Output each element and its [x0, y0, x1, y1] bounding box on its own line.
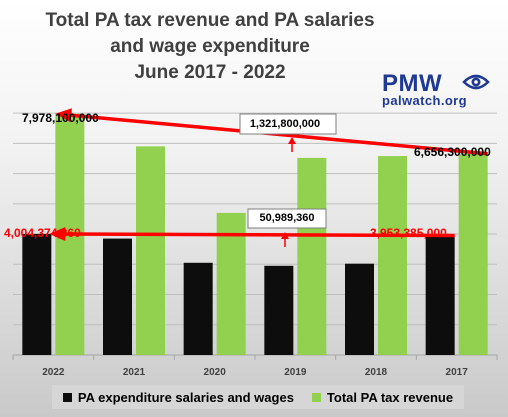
arrow-shaft — [65, 232, 455, 238]
chart-title: Total PA tax revenue and PA salaries and… — [40, 8, 380, 86]
annotation-label: 3,953,385,000 — [370, 226, 447, 240]
x-tick-label: 2017 — [446, 367, 469, 378]
arrow-salaries — [49, 226, 455, 241]
annotation: 4,004,374,360 — [4, 226, 81, 240]
legend: PA expenditure salaries and wages Total … — [52, 385, 464, 409]
eye-icon — [462, 71, 490, 98]
annotation: 1,321,800,000 — [239, 113, 337, 135]
logo-text: PMW — [382, 70, 443, 97]
annotation-label: 50,989,360 — [259, 212, 314, 224]
legend-label-salaries: PA expenditure salaries and wages — [77, 389, 294, 405]
title-line-2: and wage expenditure — [110, 36, 310, 57]
legend-item-salaries: PA expenditure salaries and wages — [62, 389, 294, 405]
bar-tax-revenue — [297, 157, 327, 355]
annotation-label: 1,321,800,000 — [250, 118, 320, 130]
annotation: 7,978,100,000 — [22, 111, 99, 125]
annotation-label: 6,656,300,000 — [414, 145, 491, 159]
logo-url: palwatch.org — [382, 93, 467, 108]
legend-label-revenue: Total PA tax revenue — [326, 389, 454, 405]
x-tick-label: 2021 — [123, 367, 146, 378]
annotation: 3,953,385,000 — [370, 226, 447, 240]
bar-salaries — [264, 265, 294, 355]
bar-tax-revenue — [216, 212, 246, 355]
annotation: 50,989,360 — [247, 208, 327, 229]
pointer-salary-diff — [281, 232, 289, 247]
legend-swatch-revenue — [311, 392, 321, 402]
legend-swatch-salaries — [62, 392, 72, 402]
bar-salaries — [425, 235, 455, 355]
bar-salaries — [22, 233, 52, 355]
arrow-head — [49, 226, 66, 241]
bar-tax-revenue — [136, 146, 165, 355]
x-tick-labels: 2022 2021 2020 2019 2018 2017 — [42, 367, 468, 378]
pointer-revenue-diff — [288, 137, 296, 152]
title-line-1: Total PA tax revenue and PA salaries — [45, 10, 375, 31]
legend-item-revenue: Total PA tax revenue — [311, 389, 454, 405]
annotation-label: 4,004,374,360 — [4, 226, 81, 240]
annotation: 6,656,300,000 — [414, 145, 491, 159]
title-line-3: June 2017 - 2022 — [134, 62, 286, 83]
x-tick-label: 2022 — [42, 367, 65, 378]
pmw-logo: PMW palwatch.org — [382, 70, 492, 110]
pointer-head — [288, 137, 296, 144]
annotation-label: 7,978,100,000 — [22, 111, 99, 125]
pointer-head — [281, 232, 289, 239]
bar-tax-revenue — [458, 153, 488, 355]
annotation-box — [247, 208, 327, 229]
x-tick-label: 2020 — [204, 367, 227, 378]
arrow-head — [55, 108, 72, 123]
bar-tax-revenue — [378, 156, 407, 355]
comparison-arrows — [49, 108, 488, 247]
bar-salaries — [345, 263, 374, 355]
annotation-box — [239, 113, 337, 135]
annotations: 7,978,100,000 6,656,300,000 1,321,800,000 4… — [4, 111, 491, 240]
bar-salaries — [183, 262, 213, 355]
bar-salaries — [103, 238, 132, 355]
x-tick-label: 2019 — [284, 367, 307, 378]
x-tick-label: 2018 — [365, 367, 388, 378]
